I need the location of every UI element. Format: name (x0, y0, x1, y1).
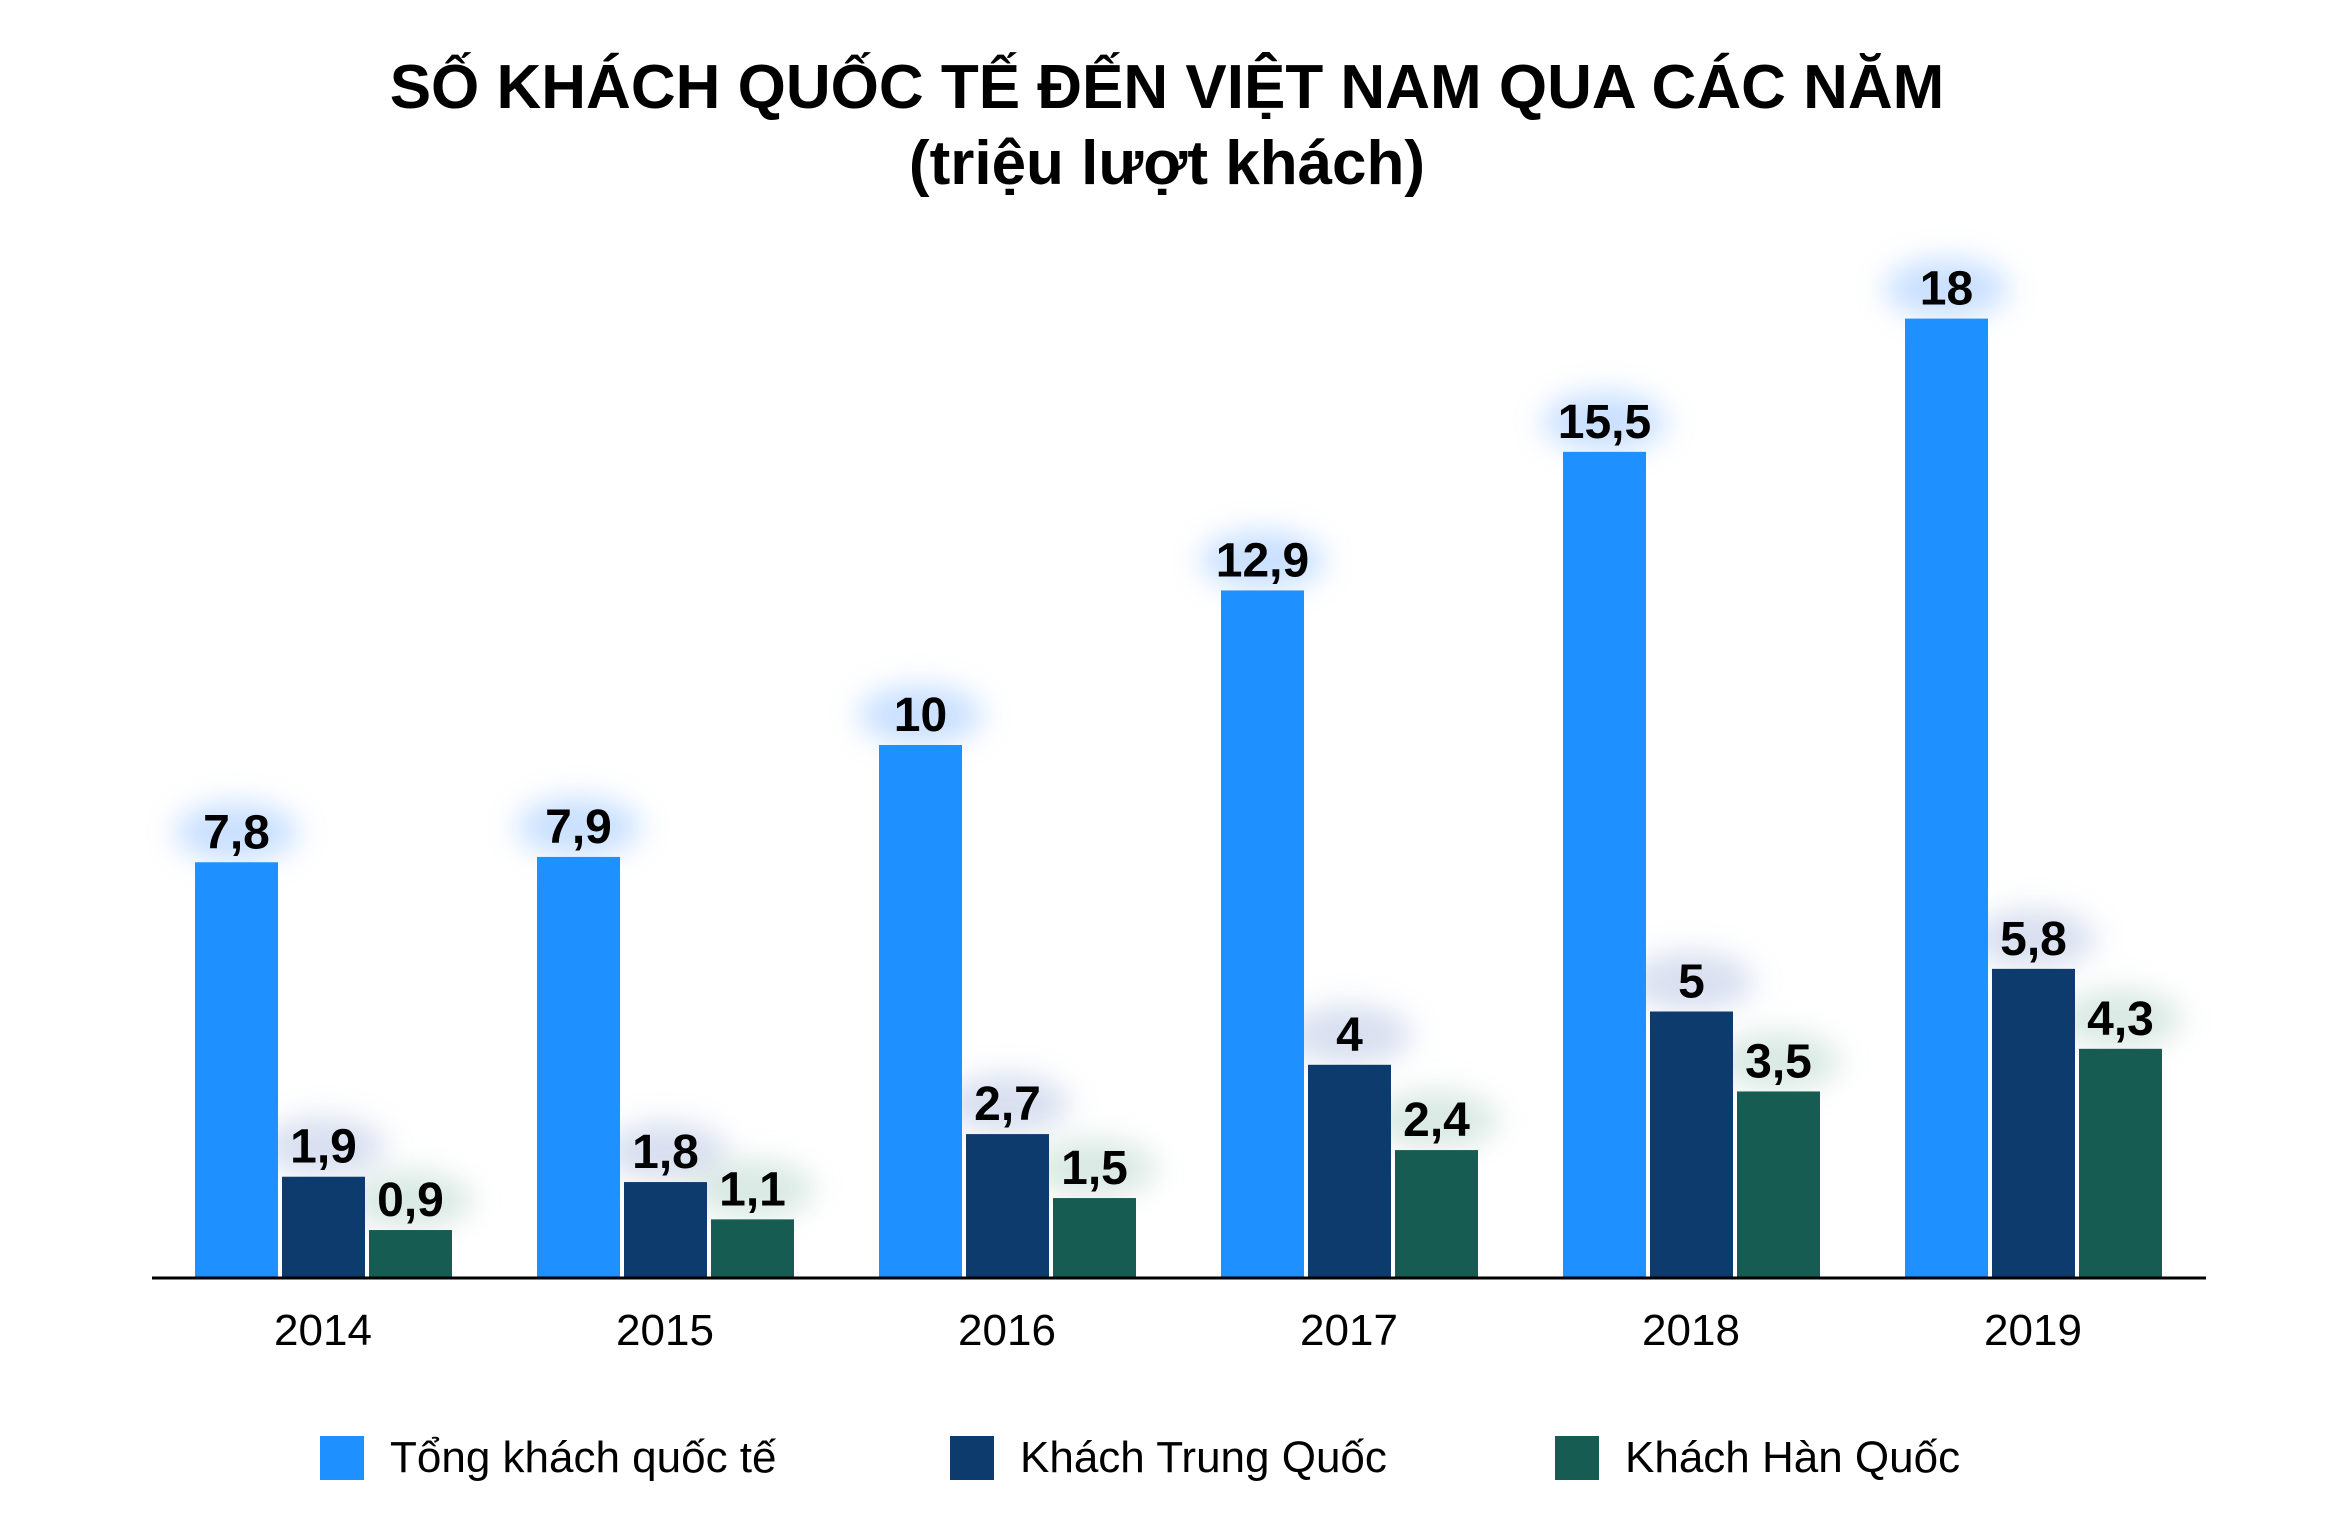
bar-korea-2019 (2079, 1048, 2162, 1278)
value-label-china-2015: 1,8 (632, 1126, 699, 1179)
legend-swatch-korea (1555, 1436, 1599, 1480)
value-label-total-2018: 15,5 (1558, 396, 1651, 449)
x-tick-label: 2016 (958, 1306, 1056, 1355)
bar-chart: 7,8 1,9 0,9 7,9 1,8 1,1 10 2,7 1,5 12,9 4 2,4 15,5 53… (152, 258, 2206, 1355)
bar-china-2017 (1308, 1064, 1391, 1278)
label-glow (1716, 1031, 1841, 1092)
value-label-korea-2015: 1,1 (719, 1163, 786, 1216)
label-glow (516, 796, 641, 857)
value-label-total-2014: 7,8 (203, 806, 270, 859)
label-glow (1374, 1090, 1499, 1151)
bar-korea-2018 (1737, 1091, 1820, 1278)
bar-china-2014 (282, 1176, 365, 1278)
bar-total-2016 (879, 745, 962, 1278)
legend-swatch-china (950, 1436, 994, 1480)
bar-korea-2014 (369, 1230, 452, 1278)
legend-item-total: Tổng khách quốc tế (320, 1428, 776, 1488)
value-label-korea-2018: 3,5 (1745, 1035, 1812, 1088)
value-label-china-2014: 1,9 (290, 1121, 357, 1174)
bar-korea-2016 (1053, 1198, 1136, 1278)
bar-china-2018 (1650, 1011, 1733, 1278)
label-glow (174, 802, 299, 863)
value-label-total-2017: 12,9 (1216, 534, 1309, 587)
value-label-total-2015: 7,9 (545, 801, 612, 854)
x-tick-label: 2019 (1984, 1306, 2082, 1355)
bar-china-2019 (1992, 968, 2075, 1278)
value-label-china-2016: 2,7 (974, 1078, 1041, 1131)
legend-label-total: Tổng khách quốc tế (390, 1433, 777, 1482)
value-label-total-2016: 10 (894, 689, 947, 742)
label-glow (603, 1122, 728, 1183)
value-label-korea-2017: 2,4 (1403, 1094, 1470, 1147)
bar-china-2015 (624, 1182, 707, 1278)
x-tick-label: 2018 (1642, 1306, 1740, 1355)
label-glow (945, 1074, 1070, 1135)
legend-label-china: Khách Trung Quốc (1020, 1433, 1387, 1482)
bar-total-2017 (1221, 590, 1304, 1278)
label-glow (1200, 530, 1325, 591)
label-glow (348, 1170, 473, 1231)
value-label-korea-2019: 4,3 (2087, 993, 2154, 1046)
bar-total-2015 (537, 856, 620, 1278)
bar-china-2016 (966, 1134, 1049, 1278)
label-glow (1884, 258, 2009, 319)
x-tick-label: 2017 (1300, 1306, 1398, 1355)
value-label-total-2019: 18 (1920, 263, 1973, 316)
legend-item-korea: Khách Hàn Quốc (1555, 1428, 1960, 1488)
x-tick-label: 2014 (274, 1306, 372, 1355)
label-glow (858, 685, 983, 745)
label-glow (1629, 951, 1754, 1012)
legend-item-china: Khách Trung Quốc (950, 1428, 1387, 1488)
bar-total-2018 (1563, 451, 1646, 1279)
value-label-china-2018: 5 (1678, 956, 1705, 1009)
x-tick-label: 2015 (616, 1306, 714, 1355)
value-label-korea-2016: 1,5 (1061, 1142, 1128, 1195)
label-glow (1287, 1004, 1412, 1065)
label-glow (1032, 1138, 1157, 1199)
chart-title: SỐ KHÁCH QUỐC TẾ ĐẾN VIỆT NAM QUA CÁC NĂ… (389, 53, 1945, 122)
bar-korea-2015 (711, 1219, 794, 1278)
chart-subtitle: (triệu lượt khách) (908, 129, 1426, 198)
label-glow (1971, 908, 2096, 969)
legend-label-korea: Khách Hàn Quốc (1625, 1433, 1961, 1482)
bar-korea-2017 (1395, 1150, 1478, 1278)
bar-total-2019 (1905, 318, 1988, 1279)
label-glow (690, 1159, 815, 1220)
label-glow (261, 1116, 386, 1177)
legend-swatch-total (320, 1436, 364, 1480)
value-label-china-2017: 4 (1336, 1009, 1363, 1062)
bar-total-2014 (195, 862, 278, 1278)
label-glow (1542, 391, 1667, 452)
value-label-china-2019: 5,8 (2000, 913, 2067, 966)
value-label-korea-2014: 0,9 (377, 1174, 444, 1227)
label-glow (2058, 988, 2183, 1049)
